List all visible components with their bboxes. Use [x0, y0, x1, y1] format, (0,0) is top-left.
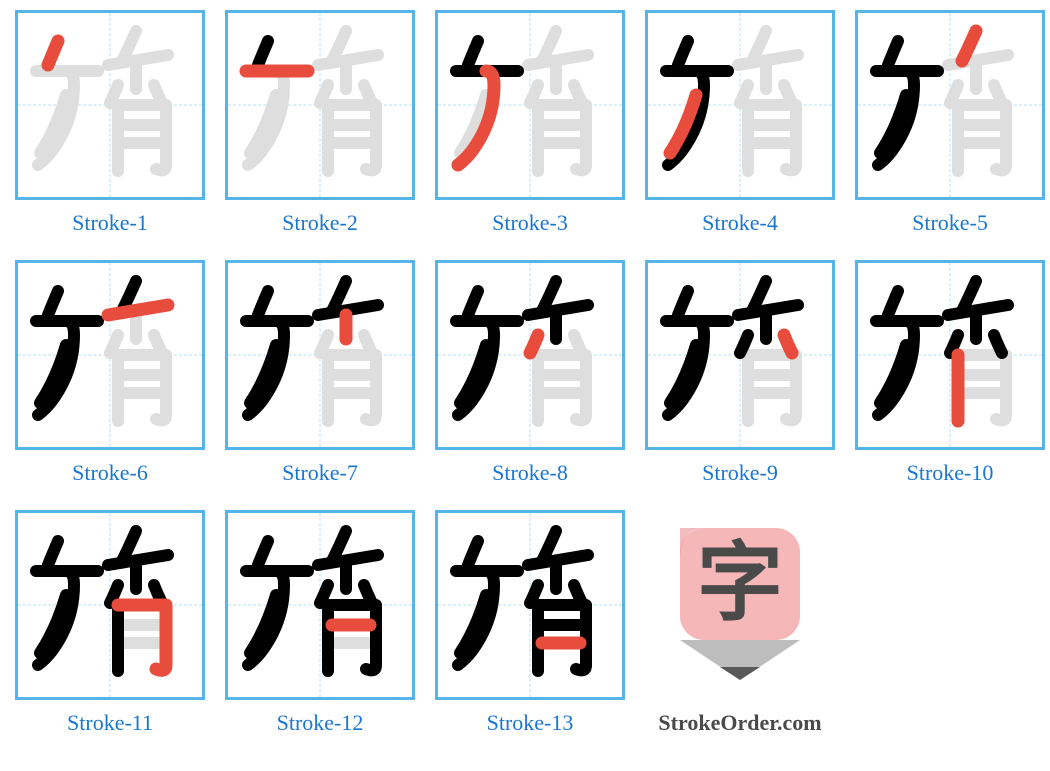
site-logo: 字 [645, 510, 835, 700]
stroke-diagram-svg [648, 13, 832, 197]
stroke-tile [435, 510, 625, 700]
stroke-cell: Stroke-10 [855, 260, 1045, 495]
stroke-diagram-svg [18, 13, 202, 197]
stroke-cell: Stroke-12 [225, 510, 415, 745]
stroke-caption: Stroke-3 [492, 210, 568, 236]
stroke-glyph-layer [648, 263, 832, 447]
stroke-glyph-layer [18, 263, 202, 447]
stroke-tile [15, 10, 205, 200]
stroke-diagram-svg [18, 513, 202, 697]
stroke-caption: Stroke-5 [912, 210, 988, 236]
stroke-glyph-layer [228, 513, 412, 697]
stroke-diagram-svg [438, 13, 622, 197]
logo-caption: StrokeOrder.com [658, 710, 821, 736]
logo-cell: 字 StrokeOrder.com [645, 510, 835, 745]
stroke-tile [855, 10, 1045, 200]
stroke-cell: Stroke-13 [435, 510, 625, 745]
stroke-glyph-layer [648, 13, 832, 197]
stroke-tile [435, 260, 625, 450]
stroke-caption: Stroke-7 [282, 460, 358, 486]
stroke-glyph-layer [438, 13, 622, 197]
stroke-cell: Stroke-3 [435, 10, 625, 245]
stroke-diagram-svg [438, 513, 622, 697]
stroke-tile [15, 510, 205, 700]
stroke-glyph-layer [18, 13, 202, 197]
stroke-caption: Stroke-2 [282, 210, 358, 236]
stroke-glyph-layer [858, 13, 1042, 197]
logo-character: 字 [697, 535, 783, 631]
stroke-cell: Stroke-5 [855, 10, 1045, 245]
stroke-diagram-svg [858, 13, 1042, 197]
stroke-cell: Stroke-6 [15, 260, 205, 495]
stroke-diagram-svg [858, 263, 1042, 447]
stroke-glyph-layer [858, 263, 1042, 447]
stroke-caption: Stroke-6 [72, 460, 148, 486]
stroke-tile [15, 260, 205, 450]
stroke-glyph-layer [438, 513, 622, 697]
stroke-cell: Stroke-8 [435, 260, 625, 495]
stroke-tile [435, 10, 625, 200]
stroke-diagram-svg [648, 263, 832, 447]
stroke-caption: Stroke-4 [702, 210, 778, 236]
stroke-glyph-layer [18, 513, 202, 697]
stroke-cell: Stroke-4 [645, 10, 835, 245]
stroke-tile [225, 10, 415, 200]
stroke-tile [225, 510, 415, 700]
stroke-tile [645, 260, 835, 450]
stroke-tile [645, 10, 835, 200]
stroke-glyph-layer [228, 263, 412, 447]
stroke-diagram-svg [438, 263, 622, 447]
stroke-caption: Stroke-13 [487, 710, 574, 736]
stroke-caption: Stroke-8 [492, 460, 568, 486]
stroke-order-grid: Stroke-1 Stroke-2 Stroke-3 Stroke-4 Stroke-5… [0, 0, 1050, 755]
stroke-caption: Stroke-12 [277, 710, 364, 736]
stroke-caption: Stroke-10 [907, 460, 994, 486]
stroke-diagram-svg [228, 513, 412, 697]
pencil-logo-icon: 字 [665, 520, 815, 690]
stroke-cell: Stroke-1 [15, 10, 205, 245]
stroke-diagram-svg [228, 263, 412, 447]
stroke-cell: Stroke-7 [225, 260, 415, 495]
stroke-caption: Stroke-1 [72, 210, 148, 236]
stroke-caption: Stroke-11 [67, 710, 153, 736]
stroke-caption: Stroke-9 [702, 460, 778, 486]
stroke-cell: Stroke-11 [15, 510, 205, 745]
stroke-diagram-svg [18, 263, 202, 447]
stroke-cell: Stroke-2 [225, 10, 415, 245]
stroke-tile [855, 260, 1045, 450]
stroke-glyph-layer [228, 13, 412, 197]
stroke-cell: Stroke-9 [645, 260, 835, 495]
stroke-diagram-svg [228, 13, 412, 197]
stroke-tile [225, 260, 415, 450]
stroke-glyph-layer [438, 263, 622, 447]
